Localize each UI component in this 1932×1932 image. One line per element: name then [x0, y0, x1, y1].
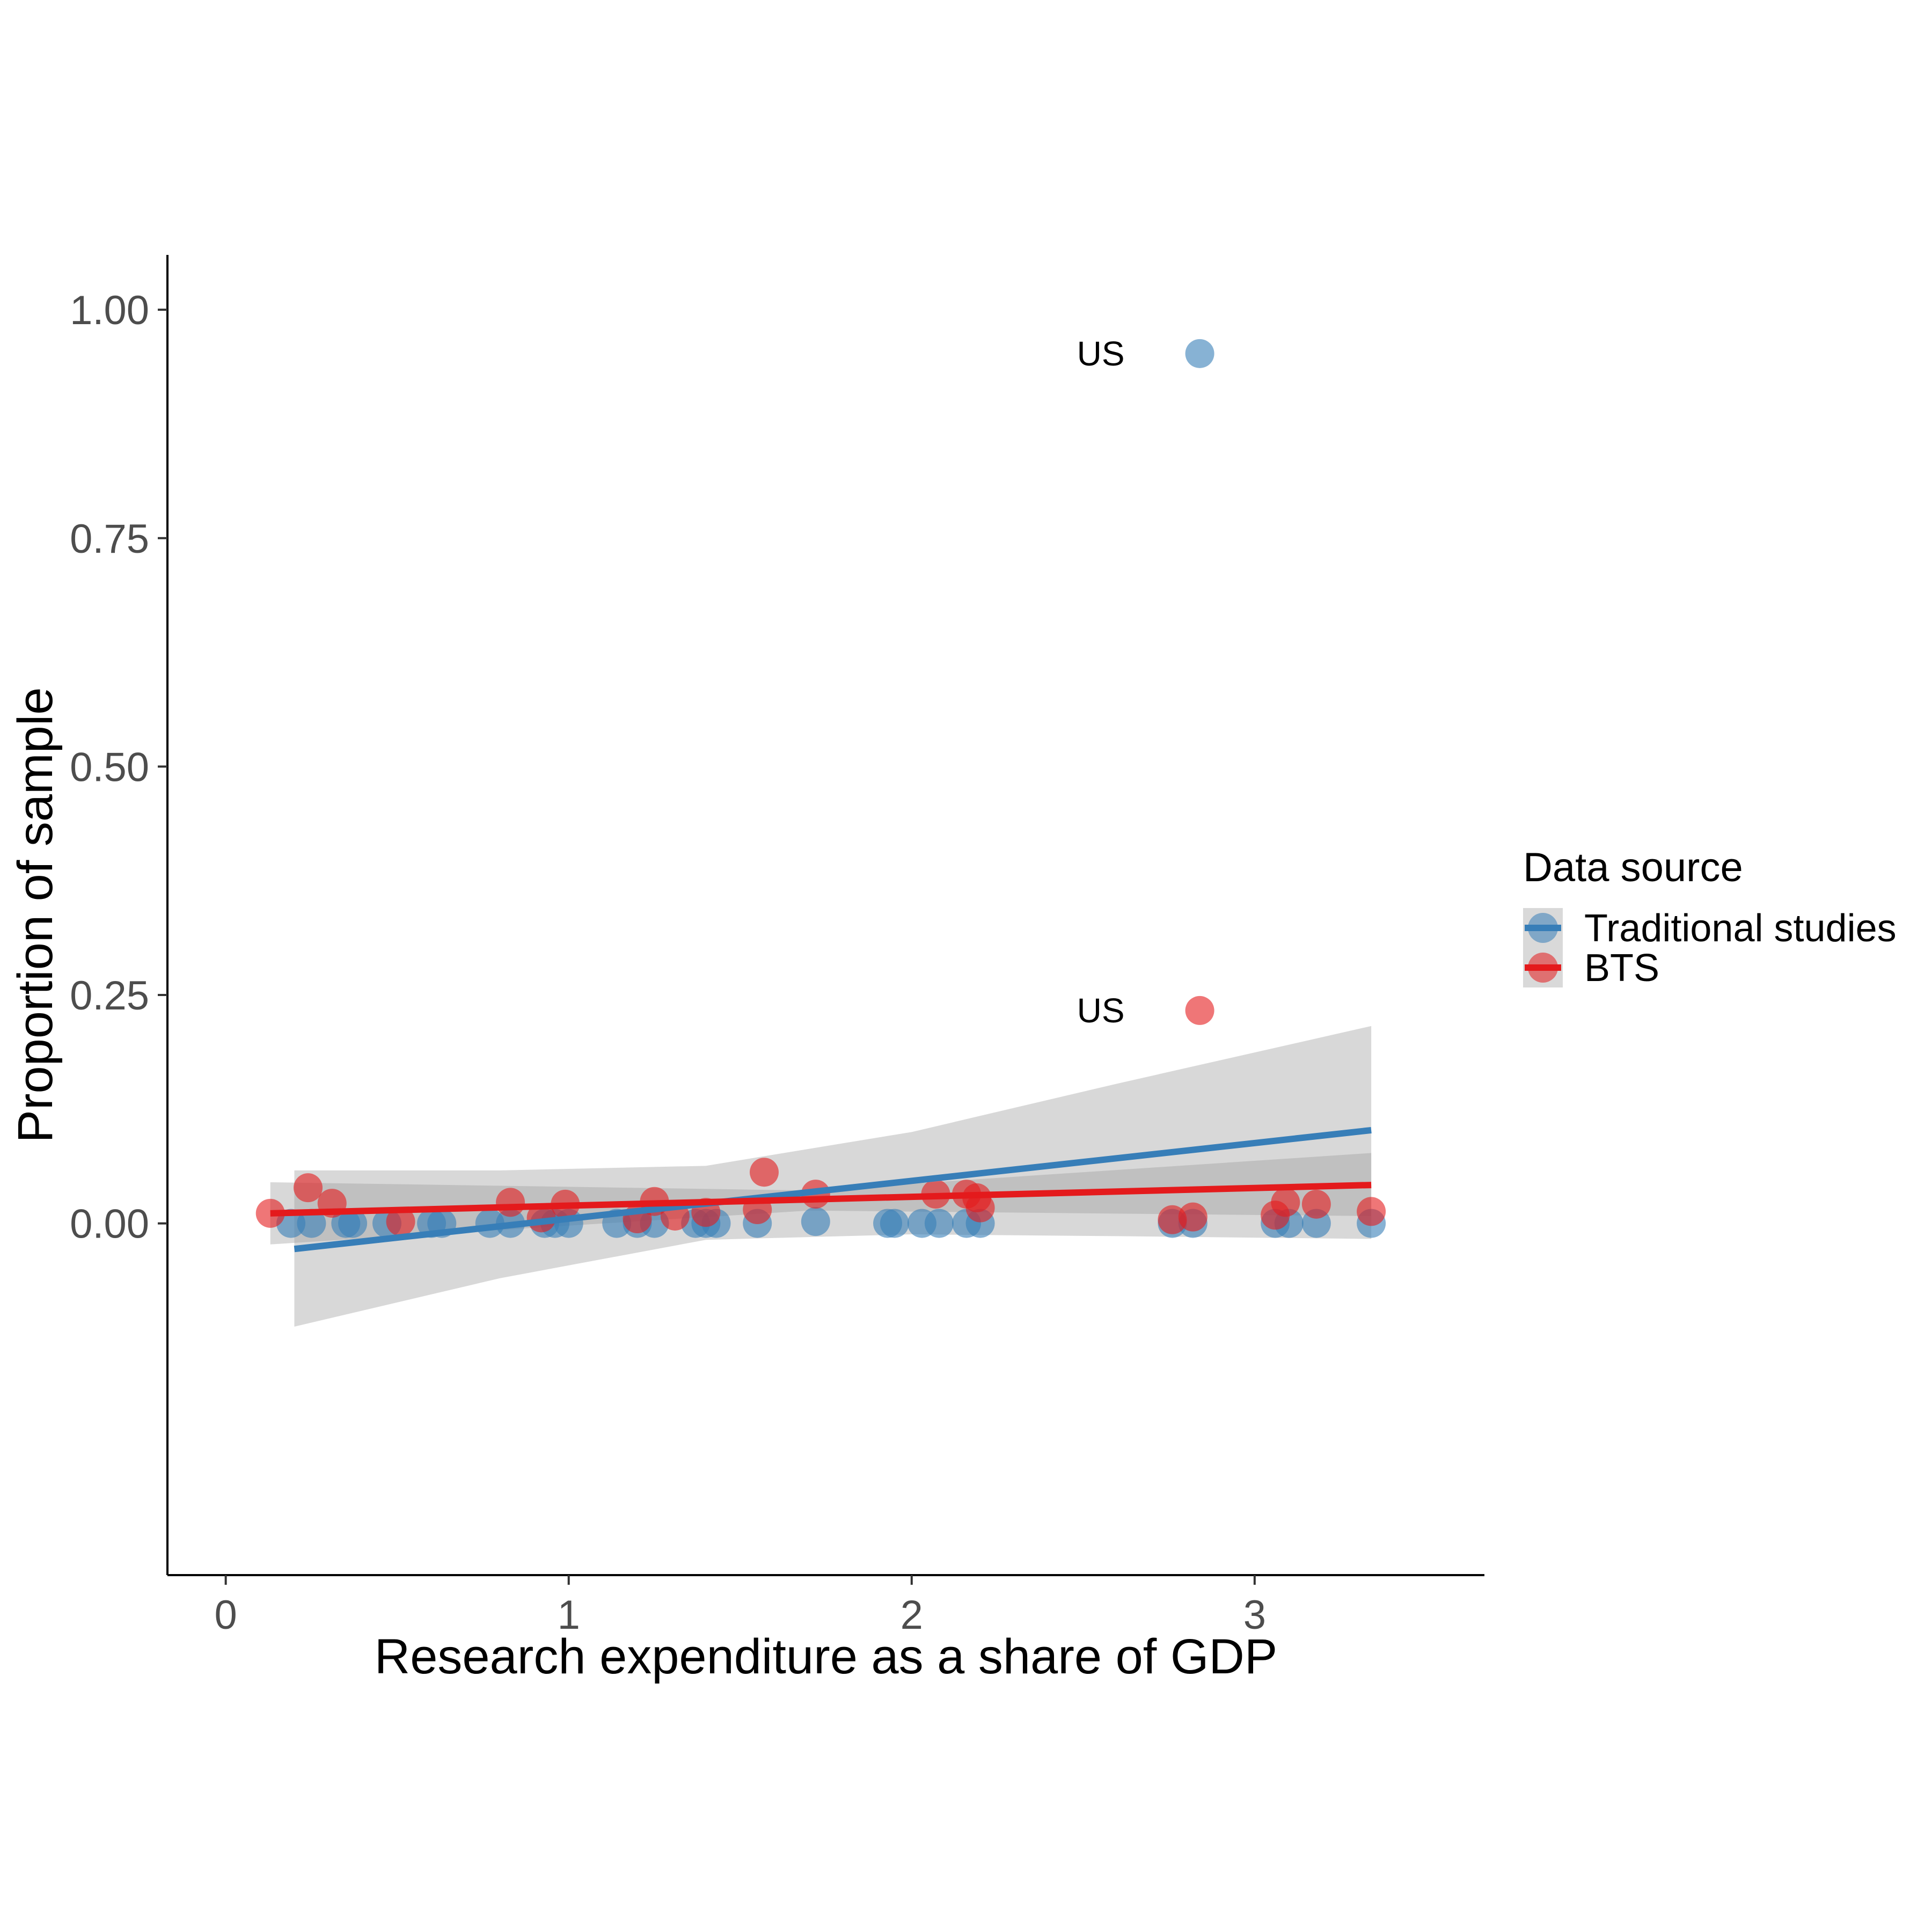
legend-title: Data source [1523, 845, 1743, 890]
point-bts [1178, 1202, 1208, 1232]
confidence-band-layer [270, 1026, 1372, 1327]
point-bts [965, 1193, 995, 1223]
point-bts [496, 1188, 525, 1217]
legend: Data source Traditional studies BTS [1523, 845, 1897, 990]
point-traditional-studies [880, 1209, 909, 1238]
point-bts [1185, 996, 1214, 1025]
y-axis-title: Proportion of sample [8, 687, 63, 1143]
point-bts [386, 1207, 415, 1236]
y-tick-label: 0.75 [70, 516, 149, 562]
tick-layer: 0 1 2 3 0.00 0.25 0.50 0.75 1.00 [70, 288, 1266, 1638]
y-tick-label: 0.25 [70, 973, 149, 1019]
y-tick-label: 1.00 [70, 288, 149, 333]
confidence-band-traditional-studies [294, 1026, 1372, 1327]
point-bts [1271, 1188, 1300, 1217]
x-tick-label: 0 [215, 1592, 237, 1638]
x-tick-label: 1 [558, 1592, 580, 1638]
point-traditional-studies [338, 1209, 368, 1238]
legend-label-traditional-studies: Traditional studies [1584, 907, 1897, 950]
point-traditional-studies [801, 1207, 830, 1236]
fit-line-bts [270, 1182, 1372, 1217]
point-traditional-studies [297, 1209, 326, 1238]
point-bts [749, 1158, 779, 1187]
annotation-layer: US US [1077, 334, 1125, 1030]
fit-line-layer [270, 1126, 1372, 1253]
point-bts [294, 1173, 323, 1203]
legend-key-bts [1523, 948, 1563, 987]
x-tick-label: 2 [901, 1592, 923, 1638]
point-annotation-traditional-studies: US [1077, 334, 1125, 373]
point-bts [1301, 1189, 1331, 1219]
x-axis-title: Research expenditure as a share of GDP [375, 1629, 1277, 1684]
y-tick-label: 0.00 [70, 1202, 149, 1247]
y-tick-label: 0.50 [70, 744, 149, 790]
legend-key-traditional-studies [1523, 908, 1563, 948]
fit-line-traditional-studies [294, 1126, 1372, 1253]
x-tick-label: 3 [1243, 1592, 1266, 1638]
point-traditional-studies [1185, 339, 1214, 368]
point-traditional-studies [924, 1209, 954, 1238]
point-annotation-bts: US [1077, 991, 1125, 1030]
point-bts [1357, 1197, 1386, 1226]
legend-label-bts: BTS [1584, 947, 1659, 990]
